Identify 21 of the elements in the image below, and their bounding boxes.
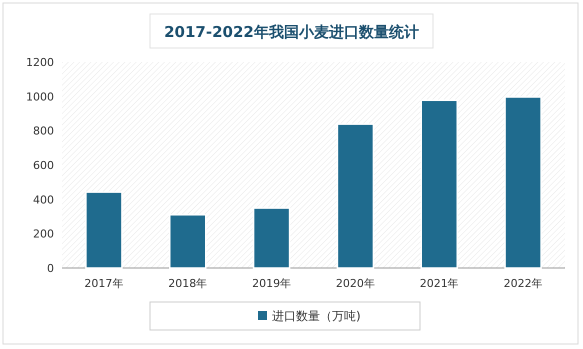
y-tick-label: 800 [33, 124, 54, 138]
bar [252, 207, 290, 269]
y-tick-label: 400 [33, 193, 54, 206]
bar [336, 123, 374, 269]
bar [504, 96, 542, 269]
y-tick-label: 1000 [26, 90, 54, 104]
chart-title: 2017-2022年我国小麦进口数量统计 [164, 23, 419, 41]
legend-label: 进口数量（万吨) [272, 309, 361, 323]
x-tick-label: 2017年 [84, 277, 124, 290]
bar [420, 100, 458, 269]
y-tick-label: 200 [33, 228, 54, 241]
y-tick-label: 0 [47, 262, 54, 275]
bar [85, 191, 123, 269]
x-tick-label: 2021年 [420, 277, 459, 290]
x-tick-label: 2019年 [252, 277, 292, 290]
y-tick-label: 600 [33, 159, 54, 172]
x-tick-label: 2022年 [504, 277, 543, 290]
y-tick-label: 1200 [26, 56, 54, 69]
x-tick-label: 2020年 [336, 277, 375, 290]
bar [169, 214, 206, 269]
x-tick-label: 2018年 [168, 277, 208, 290]
